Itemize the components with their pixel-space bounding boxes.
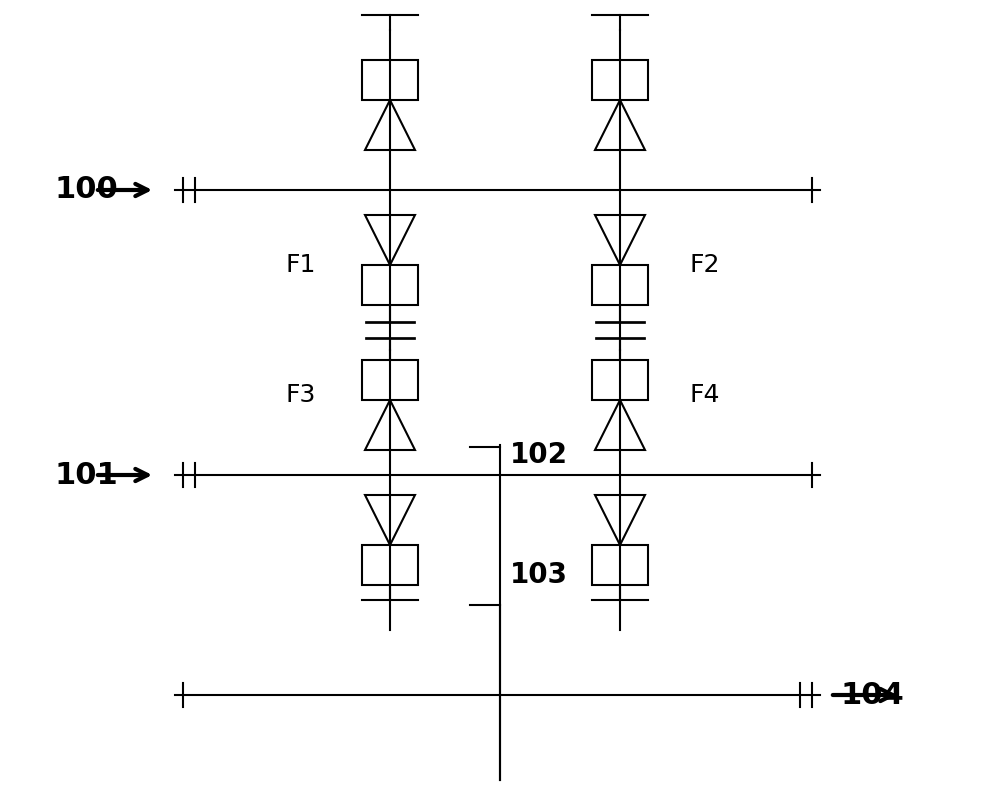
Bar: [592, 360, 648, 400]
Bar: [592, 265, 648, 305]
Text: 100: 100: [55, 175, 119, 204]
Text: F3: F3: [285, 383, 315, 407]
Text: 101: 101: [55, 461, 119, 490]
Bar: [362, 265, 418, 305]
Bar: [362, 360, 418, 400]
Bar: [362, 60, 418, 100]
Text: F4: F4: [690, 383, 720, 407]
Bar: [362, 545, 418, 585]
Text: F2: F2: [690, 253, 720, 277]
Text: 102: 102: [510, 441, 568, 469]
Text: F1: F1: [285, 253, 315, 277]
Text: 104: 104: [840, 680, 904, 710]
Bar: [592, 545, 648, 585]
Bar: [592, 60, 648, 100]
Text: 103: 103: [510, 561, 568, 589]
